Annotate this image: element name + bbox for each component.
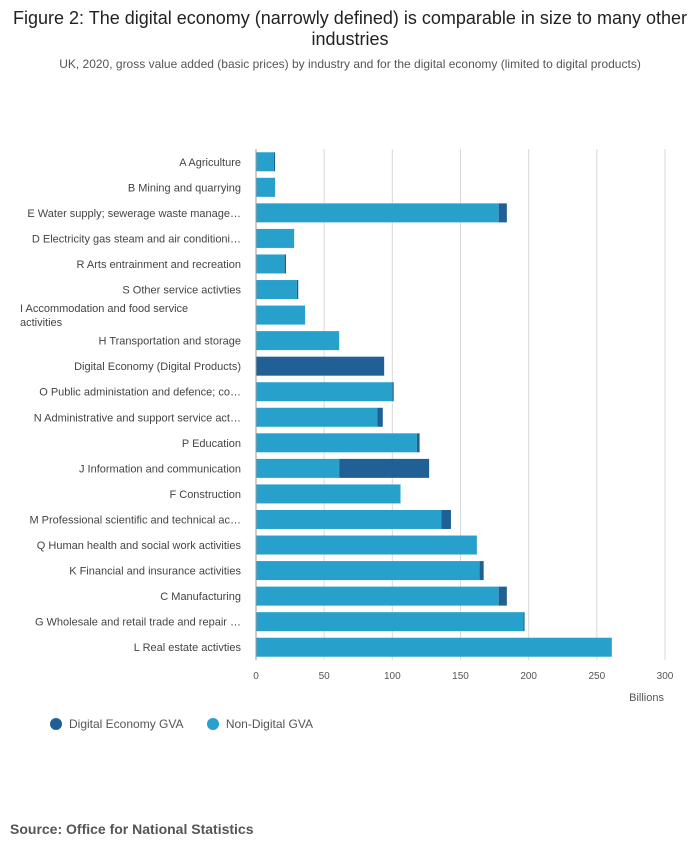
category-label: Q Human health and social work activitie… <box>37 540 242 552</box>
x-tick-label: 50 <box>319 671 331 682</box>
category-label: Digital Economy (Digital Products) <box>74 361 241 373</box>
bar-non-digital <box>256 152 274 172</box>
bar-digital <box>377 407 383 427</box>
bar-non-digital <box>256 484 401 504</box>
category-label: J Information and communication <box>79 463 241 475</box>
bar-non-digital <box>256 535 477 555</box>
bar-digital <box>392 382 394 402</box>
category-label: A Agriculture <box>179 157 241 169</box>
source-note: Source: Office for National Statistics <box>10 821 254 837</box>
bar-chart: 0 50 100 150 200 250 300 Billions A Agriculture B… <box>20 149 674 704</box>
bar-digital <box>256 356 385 376</box>
bar-non-digital <box>256 331 340 351</box>
category-label: G Wholesale and retail trade and repair … <box>35 617 241 629</box>
bar-non-digital <box>256 203 499 223</box>
bar-digital <box>523 612 525 632</box>
category-label: R Arts entrainment and recreation <box>77 259 241 271</box>
bar-non-digital <box>256 382 393 402</box>
x-tick-label: 200 <box>520 671 537 682</box>
bar-non-digital <box>256 637 612 657</box>
legend-swatch-non-digital <box>206 718 219 730</box>
category-label: K Financial and insurance activities <box>69 566 241 578</box>
bar-non-digital <box>256 586 499 606</box>
bar-non-digital <box>256 228 295 248</box>
legend-label-non-digital: Non-Digital GVA <box>225 717 313 731</box>
category-label: L Real estate activties <box>134 642 242 654</box>
category-label: I Accommodation and food service <box>20 303 188 315</box>
bar-non-digital <box>256 561 480 581</box>
bar-digital <box>479 561 484 581</box>
x-axis-label: Billions <box>629 692 664 704</box>
category-label: F Construction <box>169 489 241 501</box>
x-tick-label: 300 <box>657 671 674 682</box>
legend-swatch-digital <box>50 718 62 730</box>
bar-digital <box>284 254 286 274</box>
bar-non-digital <box>256 407 378 427</box>
bar-digital <box>441 509 451 529</box>
chart-subtitle: UK, 2020, gross value added (basic price… <box>59 57 641 71</box>
legend: Digital Economy GVA Non-Digital GVA <box>50 717 333 733</box>
bar-non-digital <box>256 280 297 300</box>
category-label: S Other service activties <box>122 285 241 297</box>
bar-non-digital <box>256 305 306 325</box>
x-tick-label: 0 <box>253 671 259 682</box>
bar-digital <box>416 433 420 453</box>
bar-non-digital <box>256 509 442 529</box>
category-label: O Public administation and defence; co… <box>39 387 241 399</box>
x-tick-label: 100 <box>384 671 401 682</box>
legend-item-digital[interactable]: Digital Economy GVA <box>50 717 184 731</box>
category-label: P Education <box>182 438 241 450</box>
category-label: C Manufacturing <box>160 591 241 603</box>
chart-title: Figure 2: The digital economy (narrowly … <box>13 8 687 49</box>
x-tick-label: 250 <box>588 671 605 682</box>
legend-item-non-digital[interactable]: Non-Digital GVA <box>206 717 313 731</box>
category-label: E Water supply; sewerage waste manage… <box>27 208 241 220</box>
bar-digital <box>296 280 299 300</box>
bar-digital <box>339 458 430 478</box>
category-label: M Professional scientific and technical … <box>29 514 241 526</box>
bar-digital <box>273 152 276 172</box>
bar-non-digital <box>256 254 285 274</box>
bar-digital <box>498 203 507 223</box>
category-label: N Administrative and support service act… <box>34 412 241 424</box>
category-label: H Transportation and storage <box>99 336 241 348</box>
category-label: D Electricity gas steam and air conditio… <box>32 233 241 245</box>
bar-non-digital <box>256 458 340 478</box>
bar-non-digital <box>256 177 276 197</box>
bar-non-digital <box>256 612 524 632</box>
bar-digital <box>498 586 507 606</box>
category-label: activities <box>20 317 63 329</box>
bar-non-digital <box>256 433 417 453</box>
category-label: B Mining and quarrying <box>128 182 241 194</box>
legend-label-digital: Digital Economy GVA <box>69 717 184 731</box>
x-tick-label: 150 <box>452 671 469 682</box>
